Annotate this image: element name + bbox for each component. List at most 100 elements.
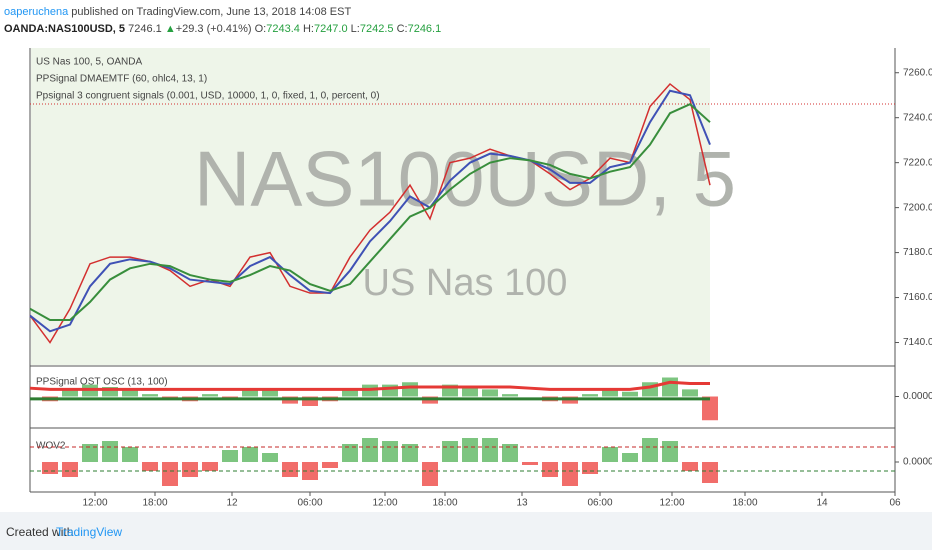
histogram-bar <box>122 389 138 397</box>
histogram-bar <box>122 447 138 462</box>
l: L: <box>350 23 360 35</box>
histogram-bar <box>542 462 558 477</box>
histogram-bar <box>622 391 638 397</box>
histogram-bar <box>102 441 118 462</box>
histogram-bar <box>502 394 518 397</box>
y-tick-label: 7240.0 <box>903 112 932 123</box>
y-tick-label: 7260.0 <box>903 67 932 78</box>
arrow: ▲ <box>164 23 176 35</box>
histogram-bar <box>282 462 298 477</box>
histogram-bar <box>142 462 158 471</box>
y-tick-label: 0.0000 <box>903 391 932 402</box>
legend-entry: Ppsignal 3 congruent signals (0.001, USD… <box>36 91 380 102</box>
y-tick-label: 7220.0 <box>903 157 932 168</box>
last: 7246.1 <box>128 23 162 35</box>
histogram-bar <box>422 462 438 486</box>
histogram-bar <box>202 394 218 397</box>
h-val: 7247.0 <box>313 23 348 35</box>
o: O: <box>254 23 267 35</box>
y-tick-label: 7180.0 <box>903 247 932 258</box>
published: published on TradingView.com, June 13, 2… <box>71 6 352 18</box>
histogram-bar <box>602 389 618 397</box>
histogram-bar <box>382 384 398 397</box>
c-val: 7246.1 <box>407 23 442 35</box>
histogram-bar <box>442 441 458 462</box>
histogram-bar <box>262 453 278 462</box>
y-tick-label: 7200.0 <box>903 202 932 213</box>
x-tick-label: 12:00 <box>82 498 107 509</box>
pane-title: WOV2 <box>36 441 66 452</box>
byline: oaperuchena published on TradingView.com… <box>4 4 441 21</box>
h: H: <box>302 23 314 35</box>
histogram-bar <box>182 462 198 477</box>
created: Created with <box>6 525 74 539</box>
histogram-bar <box>522 462 538 465</box>
histogram-bar <box>402 382 418 397</box>
histogram-bar <box>222 450 238 462</box>
histogram-bar <box>582 394 598 397</box>
legend-entry: PPSignal DMAEMTF (60, ohlc4, 13, 1) <box>36 74 207 85</box>
histogram-bar <box>582 462 598 474</box>
histogram-bar <box>102 387 118 397</box>
histogram-bar <box>602 447 618 462</box>
legend-entry: US Nas 100, 5, OANDA <box>36 57 142 68</box>
header: oaperuchena published on TradingView.com… <box>4 4 441 38</box>
histogram-bar <box>382 441 398 462</box>
series-line <box>29 89 711 333</box>
histogram-bar <box>502 444 518 462</box>
histogram-bar <box>302 396 318 406</box>
histogram-bar <box>702 396 718 421</box>
histogram-bar <box>342 389 358 397</box>
x-tick-label: 14 <box>816 498 828 509</box>
quote: OANDA:NAS100USD, 5 7246.1 ▲+29.3 (+0.41%… <box>4 21 441 38</box>
histogram-bar <box>142 394 158 397</box>
histogram-bar <box>482 389 498 397</box>
x-tick-label: 18:00 <box>142 498 167 509</box>
x-tick-label: 06:00 <box>297 498 322 509</box>
histogram-bar <box>482 438 498 462</box>
histogram-bar <box>682 462 698 471</box>
o-val: 7243.4 <box>266 23 300 35</box>
histogram-bar <box>242 447 258 462</box>
histogram-bar <box>662 441 678 462</box>
osc-line <box>29 380 710 391</box>
histogram-bar <box>62 462 78 477</box>
histogram-bar <box>402 444 418 462</box>
histogram-bar <box>82 444 98 462</box>
l-val: 7242.5 <box>359 23 394 35</box>
y-tick-label: 7160.0 <box>903 292 932 303</box>
x-tick-label: 06 <box>889 498 901 509</box>
histogram-bar <box>662 377 678 397</box>
brand[interactable]: TradingView <box>56 525 123 539</box>
histogram-bar <box>442 384 458 397</box>
histogram-bar <box>342 444 358 462</box>
histogram-bar <box>162 462 178 486</box>
watermark-sub: US Nas 100 <box>363 262 568 304</box>
symbol: OANDA:NAS100USD, 5 <box>4 23 126 35</box>
author[interactable]: oaperuchena <box>4 6 69 18</box>
histogram-bar <box>702 462 718 483</box>
histogram-bar <box>322 462 338 468</box>
histogram-bar <box>642 438 658 462</box>
x-tick-label: 18:00 <box>732 498 757 509</box>
histogram-bar <box>462 438 478 462</box>
change: +29.3 (+0.41%) <box>175 23 252 35</box>
histogram-bar <box>462 387 478 397</box>
chart: 7140.07140.07160.07160.07180.07180.07200… <box>29 48 932 509</box>
histogram-bar <box>562 462 578 486</box>
histogram-bar <box>42 462 58 474</box>
session-bg <box>31 48 710 365</box>
x-tick-label: 18:00 <box>432 498 457 509</box>
histogram-bar <box>262 389 278 397</box>
c: C: <box>396 23 408 35</box>
y-tick-label: 0.0000 <box>903 457 932 468</box>
y-tick-label: 7140.0 <box>903 337 932 348</box>
histogram-bar <box>622 453 638 462</box>
histogram-bar <box>242 389 258 397</box>
pane-title: PPSignal OST OSC (13, 100) <box>36 377 168 388</box>
x-tick-label: 12 <box>226 498 238 509</box>
footer: Created with TradingView <box>0 512 932 550</box>
histogram-bar <box>62 389 78 397</box>
histogram-bar <box>682 389 698 397</box>
